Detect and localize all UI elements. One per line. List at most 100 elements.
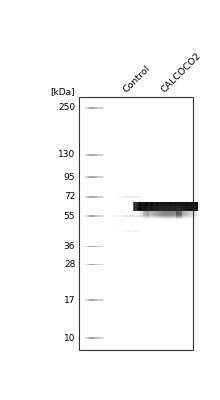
Bar [161, 203, 163, 206]
Bar [161, 204, 163, 207]
Bar [148, 205, 149, 208]
Bar [159, 206, 160, 210]
Bar [83, 299, 84, 301]
Bar [143, 213, 145, 217]
Bar [165, 204, 166, 207]
Bar [157, 212, 158, 216]
Bar [170, 202, 171, 211]
Bar [187, 204, 189, 207]
Bar [189, 210, 190, 214]
Bar [174, 214, 175, 218]
Bar [181, 203, 182, 206]
Bar [141, 204, 142, 208]
Bar [103, 337, 104, 339]
Bar [151, 214, 152, 218]
Bar [125, 196, 126, 198]
Bar [152, 207, 153, 211]
Bar [89, 107, 90, 109]
Bar [90, 264, 91, 266]
Bar [154, 212, 155, 215]
Bar [163, 202, 164, 205]
Bar [196, 205, 197, 209]
Bar [156, 212, 157, 216]
Bar [159, 214, 160, 218]
Bar [182, 205, 183, 209]
Bar [91, 246, 92, 248]
Bar [171, 204, 172, 207]
Bar [155, 212, 156, 216]
Bar [141, 202, 142, 211]
Bar [143, 208, 144, 212]
Bar [178, 207, 180, 211]
Bar [98, 299, 99, 301]
Bar [184, 210, 185, 214]
Bar [176, 214, 177, 218]
Bar [138, 204, 139, 207]
Bar [145, 207, 147, 210]
Bar [193, 206, 194, 210]
Bar [181, 204, 182, 206]
Bar [163, 207, 164, 210]
Bar [158, 212, 159, 216]
Bar [182, 207, 183, 210]
Bar [192, 211, 193, 215]
Bar [159, 212, 160, 215]
Bar [169, 214, 170, 218]
Bar [182, 202, 183, 211]
Bar [181, 208, 182, 212]
Bar [186, 203, 187, 206]
Bar [146, 207, 148, 210]
Bar [157, 208, 158, 212]
Bar [174, 205, 175, 208]
Bar [146, 212, 148, 216]
Bar [184, 212, 185, 216]
Bar [183, 204, 184, 207]
Bar [182, 204, 183, 207]
Bar [83, 246, 84, 248]
Bar [164, 202, 165, 205]
Bar [120, 215, 121, 218]
Bar [188, 204, 189, 206]
Bar [185, 206, 186, 210]
Bar [183, 207, 184, 210]
Bar [147, 204, 148, 207]
Bar [156, 207, 157, 211]
Bar [145, 208, 147, 212]
Bar [164, 205, 165, 208]
Bar [145, 203, 146, 206]
Bar [181, 207, 182, 211]
Bar [148, 215, 149, 218]
Bar [153, 205, 154, 209]
Bar [164, 202, 165, 206]
Bar [186, 205, 187, 209]
Bar [84, 176, 85, 178]
Bar [194, 202, 196, 206]
Bar [179, 204, 180, 207]
Bar [178, 208, 180, 212]
Bar [94, 246, 95, 248]
Bar [95, 176, 96, 178]
Bar [149, 208, 150, 212]
Bar [143, 206, 145, 210]
Bar [160, 209, 161, 213]
Bar [166, 204, 167, 206]
Bar [140, 207, 141, 211]
Bar [174, 208, 175, 212]
Bar [139, 204, 140, 206]
Bar [158, 213, 159, 217]
Bar [136, 202, 137, 211]
Bar [161, 203, 162, 206]
Bar [170, 203, 171, 206]
Bar [102, 299, 103, 301]
Bar [158, 204, 160, 206]
Bar [176, 208, 178, 212]
Bar [189, 209, 190, 213]
Bar [195, 209, 196, 213]
Bar [172, 205, 173, 208]
Bar [167, 214, 168, 218]
Bar [195, 205, 196, 209]
Bar [150, 204, 152, 207]
Bar [188, 214, 189, 218]
Bar [163, 202, 164, 205]
Bar [139, 209, 140, 213]
